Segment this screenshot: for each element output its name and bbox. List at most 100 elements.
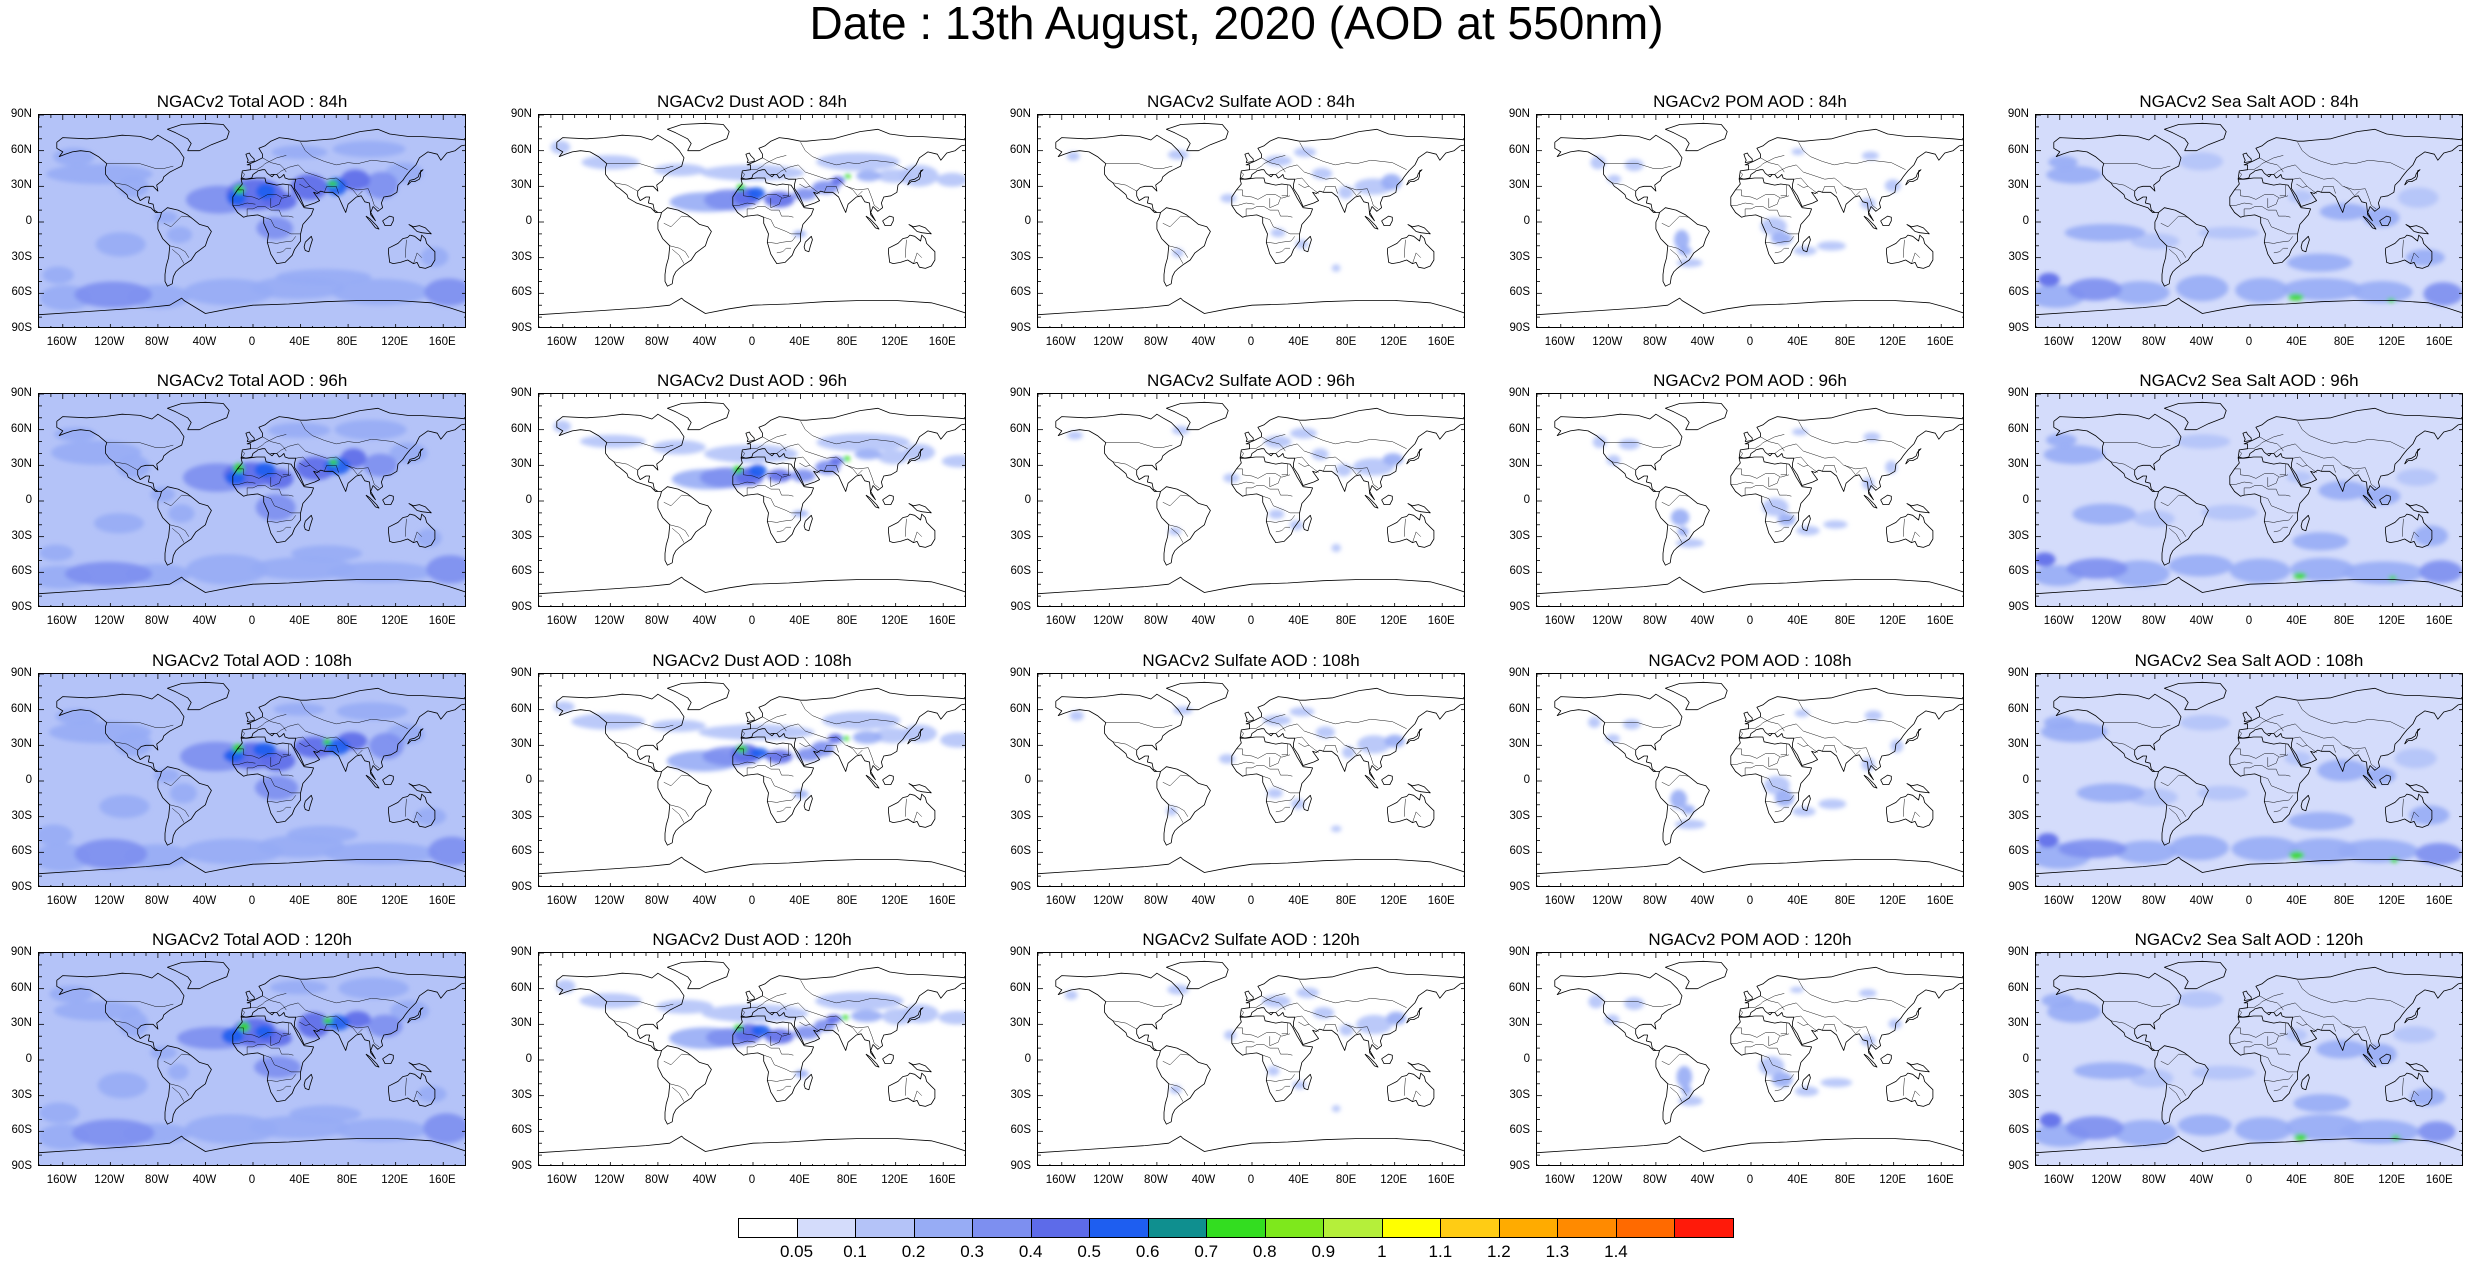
country-border — [1774, 1002, 1811, 1013]
lat-tick-label: 90N — [510, 387, 532, 399]
country-border — [163, 774, 192, 787]
lat-tick-label: 30N — [1508, 738, 1530, 751]
country-border — [1403, 1077, 1406, 1096]
lon-tick-label: 80E — [1335, 1174, 1357, 1186]
panel-title: NGACv2 POM AOD : 120h — [1648, 930, 1852, 949]
coastline — [1664, 681, 1728, 711]
coastline — [407, 1007, 424, 1024]
coastline — [232, 456, 315, 544]
lat-tick-label: 60N — [510, 143, 532, 156]
country-border — [1798, 142, 1906, 170]
country-border — [309, 1024, 320, 1032]
lon-tick-label: 120W — [2091, 895, 2122, 907]
lat-tick-label: 60N — [2007, 702, 2029, 715]
aod-patch — [1678, 246, 1692, 256]
aod-patch — [2110, 281, 2170, 304]
aod-patch — [1676, 1065, 1693, 1088]
lon-tick-label: 80E — [336, 1174, 358, 1186]
aod-patch — [1884, 179, 1901, 192]
country-border — [2110, 182, 2135, 192]
aod-patch — [2041, 993, 2075, 1008]
lon-tick-label: 160W — [546, 615, 577, 627]
lat-tick-label: 0 — [25, 1053, 32, 1065]
coastline — [1165, 122, 1229, 152]
coastline — [1364, 215, 1379, 230]
country-border — [913, 1090, 922, 1102]
coastline — [1381, 774, 1393, 785]
aod-patch — [1381, 173, 1402, 191]
country-border — [1311, 453, 1368, 470]
country-border — [1810, 1012, 1867, 1029]
country-border — [262, 157, 287, 173]
coastline — [539, 297, 965, 316]
coastline — [1406, 169, 1423, 186]
lat-tick-label: 30N — [10, 179, 32, 192]
country-border — [113, 741, 138, 751]
coastline — [2154, 486, 2209, 566]
country-border — [1299, 701, 1407, 729]
lon-tick-label: 80E — [836, 336, 858, 348]
lat-tick-label: 0 — [1523, 494, 1530, 506]
country-border — [1866, 188, 1878, 210]
colorbar-label: 0.2 — [901, 1242, 926, 1261]
country-border — [750, 155, 787, 170]
aod-patch — [297, 1012, 330, 1038]
world-map — [2035, 952, 2463, 1166]
lon-tick-label: 80W — [645, 1174, 669, 1186]
country-border — [846, 1024, 863, 1035]
coastline — [2385, 793, 2433, 828]
country-border — [1810, 453, 1867, 470]
coastline — [1038, 1135, 1464, 1154]
country-border — [113, 461, 138, 471]
aod-patch — [1169, 1085, 1182, 1094]
lat-tick-label: 30N — [1009, 179, 1031, 192]
country-border — [809, 1024, 820, 1032]
coastline — [407, 169, 424, 186]
coastline — [157, 766, 212, 846]
aod-patch — [704, 444, 798, 464]
coastline — [2229, 456, 2312, 544]
coastline — [907, 728, 924, 745]
country-border — [413, 1090, 422, 1102]
lat-tick-label: 90N — [510, 667, 532, 679]
lat-tick-label: 90S — [2008, 1160, 2029, 1172]
country-border — [1262, 1054, 1300, 1073]
lat-tick-label: 60N — [10, 143, 32, 156]
lat-tick-label: 30N — [1009, 458, 1031, 471]
aod-patch — [2406, 249, 2445, 266]
country-border — [346, 186, 363, 197]
aod-patch — [1794, 709, 1810, 718]
country-border — [2321, 186, 2336, 194]
country-border — [1760, 995, 1785, 1011]
lon-tick-label: 160W — [46, 895, 77, 907]
aod-field — [539, 115, 965, 327]
coastline — [1906, 503, 1930, 514]
aod-patch — [767, 469, 792, 483]
lon-tick-label: 160W — [2043, 895, 2074, 907]
aod-patch — [2337, 839, 2419, 863]
country-border — [2243, 1044, 2291, 1056]
lat-tick-label: 90S — [1010, 601, 1031, 613]
lon-tick-label: 160E — [1427, 1174, 1455, 1186]
lon-tick-label: 160W — [1544, 1174, 1575, 1186]
lon-tick-label: 120E — [2378, 1174, 2406, 1186]
country-border — [742, 171, 745, 179]
country-border — [2103, 163, 2171, 169]
country-border — [250, 714, 287, 729]
country-border — [812, 1012, 869, 1029]
country-border — [1367, 747, 1379, 769]
country-border — [1266, 795, 1295, 803]
figure-title: Date : 13th August, 2020 (AOD at 550nm) — [809, 0, 1664, 49]
aod-patch — [233, 463, 245, 474]
lon-tick-label: 80E — [2333, 615, 2355, 627]
lat-tick-label: 60S — [1010, 1124, 1031, 1137]
lat-tick-label: 60S — [2008, 565, 2029, 578]
aod-patch — [1311, 167, 1333, 180]
coastline — [1906, 224, 1930, 235]
country-border — [276, 526, 291, 533]
country-border — [742, 1009, 745, 1017]
aod-patch — [1818, 798, 1847, 810]
aod-patch — [2066, 1116, 2124, 1140]
coastline — [865, 774, 880, 789]
aod-patch — [275, 269, 372, 286]
